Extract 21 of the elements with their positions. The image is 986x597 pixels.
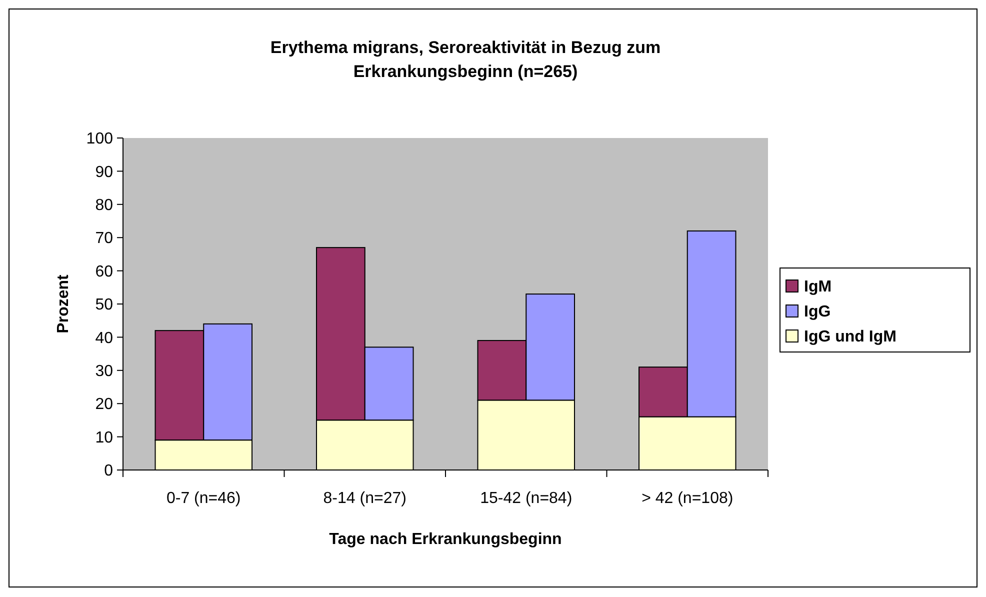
y-tick-label: 90 bbox=[95, 164, 114, 181]
x-tick-label: 15-42 (n=84) bbox=[480, 490, 572, 507]
x-tick-label: > 42 (n=108) bbox=[642, 490, 734, 507]
legend-label: IgG und IgM bbox=[804, 328, 896, 346]
y-tick-label: 60 bbox=[95, 263, 114, 280]
y-tick-label: 10 bbox=[95, 429, 114, 446]
y-tick-label: 30 bbox=[95, 363, 114, 380]
y-tick-label: 80 bbox=[95, 197, 114, 214]
y-tick-label: 20 bbox=[95, 396, 114, 414]
y-axis-title: Prozent bbox=[55, 274, 72, 334]
y-tick-label: 0 bbox=[104, 462, 114, 480]
x-tick-label: 0-7 (n=46) bbox=[166, 490, 241, 507]
y-tick-label: 70 bbox=[95, 230, 114, 248]
y-tick-label: 100 bbox=[86, 130, 114, 148]
legend-label: IgM bbox=[804, 278, 832, 296]
y-tick-label: 50 bbox=[95, 296, 114, 314]
x-tick-label: 8-14 (n=27) bbox=[323, 490, 406, 507]
x-axis-title: Tage nach Erkrankungsbeginn bbox=[329, 531, 562, 548]
y-tick-label: 40 bbox=[95, 330, 114, 347]
chart-title: Erythema migrans, Seroreaktivität in Bezug zum Erkrankungsbeginn (n=265) bbox=[270, 38, 661, 81]
legend-label: IgG bbox=[804, 304, 831, 321]
